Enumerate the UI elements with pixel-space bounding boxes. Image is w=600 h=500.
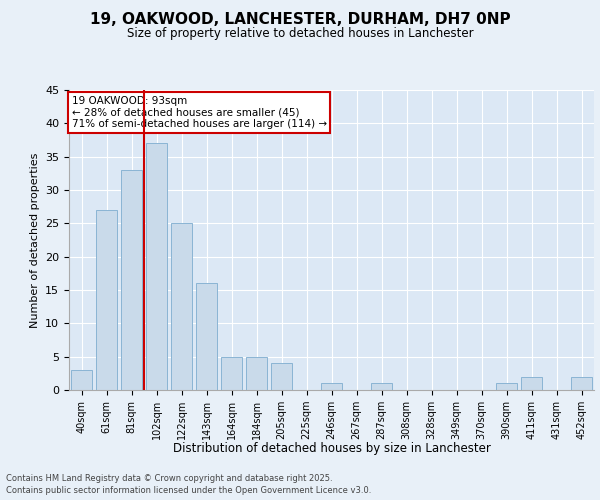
Bar	[71, 370, 92, 390]
Text: 19, OAKWOOD, LANCHESTER, DURHAM, DH7 0NP: 19, OAKWOOD, LANCHESTER, DURHAM, DH7 0NP	[89, 12, 511, 28]
Bar	[221, 356, 242, 390]
Bar	[246, 356, 267, 390]
Bar	[171, 224, 192, 390]
X-axis label: Distribution of detached houses by size in Lanchester: Distribution of detached houses by size …	[173, 442, 490, 455]
Bar	[571, 376, 592, 390]
Bar	[271, 364, 292, 390]
Bar	[496, 384, 517, 390]
Text: Size of property relative to detached houses in Lanchester: Size of property relative to detached ho…	[127, 28, 473, 40]
Text: Contains HM Land Registry data © Crown copyright and database right 2025.
Contai: Contains HM Land Registry data © Crown c…	[6, 474, 371, 495]
Bar	[121, 170, 142, 390]
Bar	[371, 384, 392, 390]
Bar	[321, 384, 342, 390]
Text: 19 OAKWOOD: 93sqm
← 28% of detached houses are smaller (45)
71% of semi-detached: 19 OAKWOOD: 93sqm ← 28% of detached hous…	[71, 96, 327, 129]
Bar	[146, 144, 167, 390]
Bar	[96, 210, 117, 390]
Bar	[521, 376, 542, 390]
Bar	[196, 284, 217, 390]
Y-axis label: Number of detached properties: Number of detached properties	[29, 152, 40, 328]
